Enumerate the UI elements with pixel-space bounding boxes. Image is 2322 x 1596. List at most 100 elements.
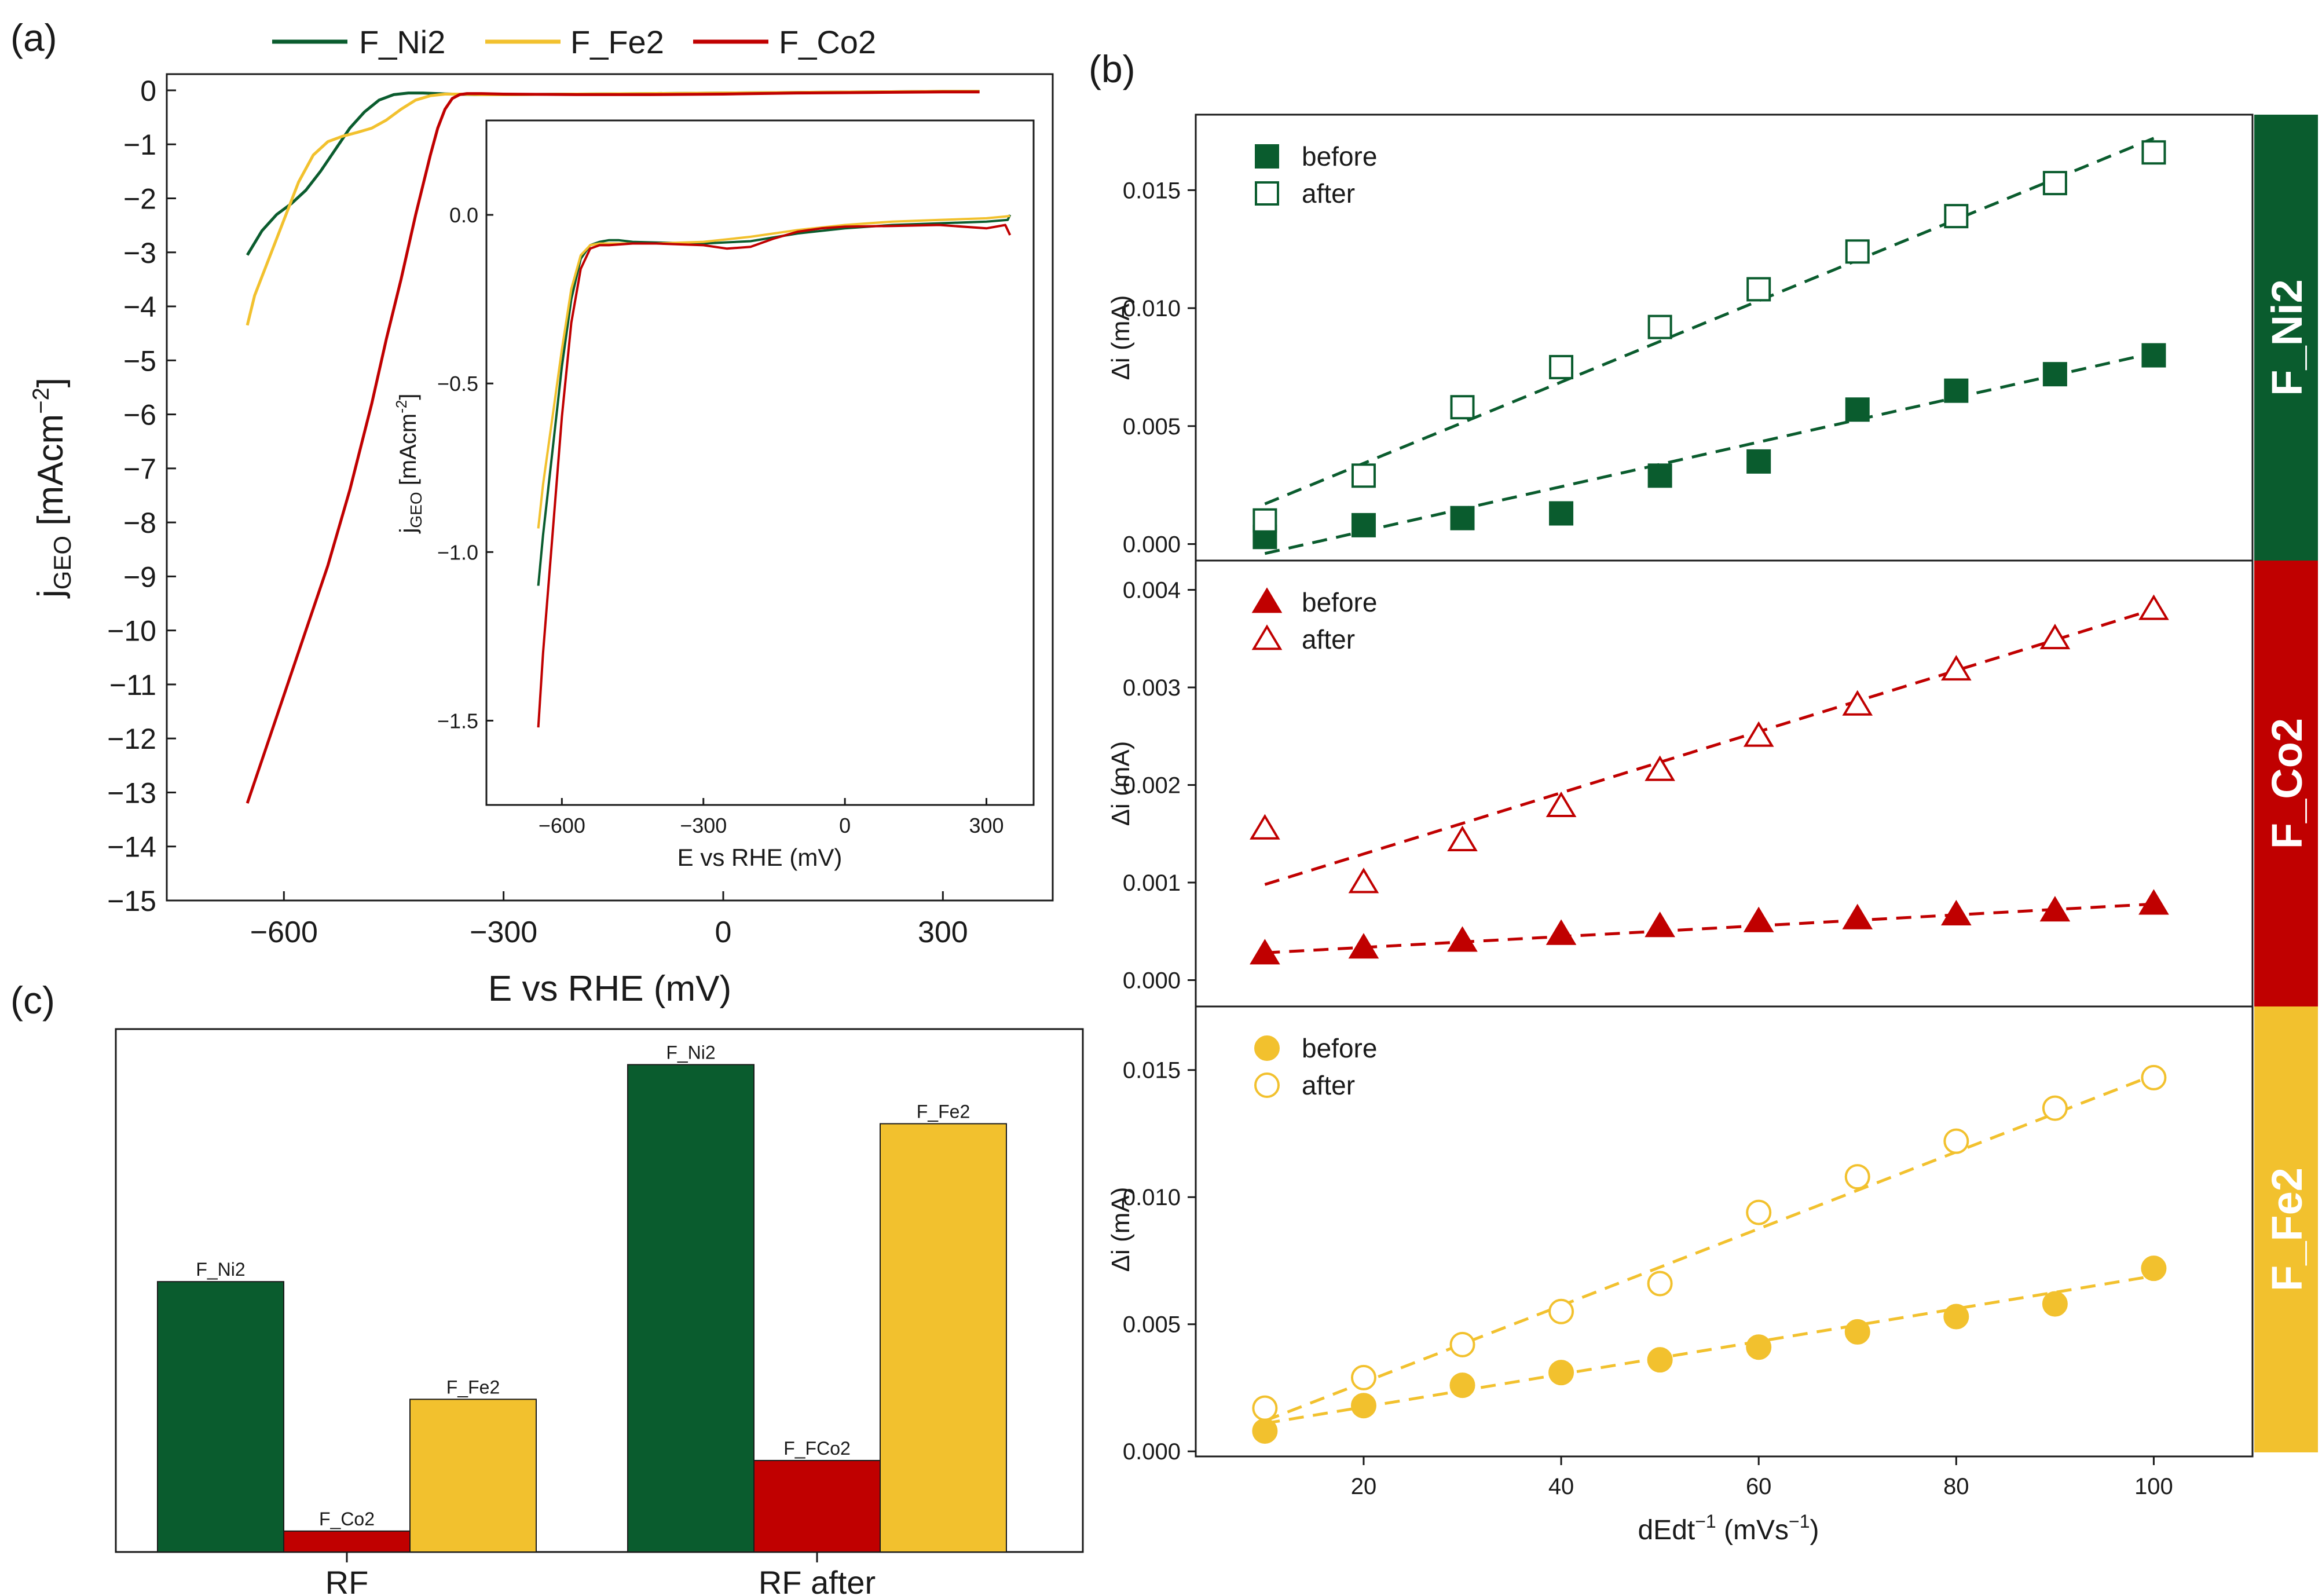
x-tick-label: −600 bbox=[250, 916, 318, 949]
bar-F_Fe2-RF-after bbox=[880, 1123, 1007, 1553]
point-F_Fe2-before bbox=[1548, 1360, 1574, 1386]
y-tick-label: −13 bbox=[107, 777, 156, 809]
fit-line-before bbox=[1264, 1274, 2154, 1425]
y-tick-label: −3 bbox=[123, 237, 156, 269]
legend-label-after: after bbox=[1302, 1070, 1355, 1100]
y-axis-title-F_Ni2: Δi (mA) bbox=[1107, 295, 1135, 380]
point-F_Ni2-before bbox=[1944, 378, 1969, 403]
point-F_Ni2-after bbox=[1252, 508, 1277, 533]
y-tick-label: 0.003 bbox=[1123, 675, 1181, 701]
x-tick-label: 0 bbox=[715, 916, 732, 949]
point-F_Fe2-after bbox=[1449, 1331, 1475, 1357]
inset-y-tick-label: −1.0 bbox=[437, 540, 478, 564]
point-F_Co2-before bbox=[1348, 933, 1379, 959]
panel-b-capacitance-plots: F_Ni2 F_Co2 F_Fe2 0.000 0.005 0.010 0.015 be… bbox=[1107, 114, 2318, 1546]
point-F_Fe2-before bbox=[1844, 1319, 1870, 1345]
strip-label-F_Co2: F_Co2 bbox=[2263, 718, 2311, 849]
legend-label-F_Fe2: F_Fe2 bbox=[570, 24, 664, 60]
strip-label-F_Ni2: F_Ni2 bbox=[2263, 279, 2311, 396]
bar-F_Co2-RF bbox=[283, 1530, 411, 1553]
point-F_Fe2-after bbox=[1844, 1164, 1870, 1190]
point-F_Co2-after bbox=[1545, 791, 1577, 817]
bar-label: F_Fe2 bbox=[917, 1101, 970, 1122]
point-F_Co2-after bbox=[2138, 594, 2169, 620]
point-F_Fe2-after bbox=[1252, 1395, 1278, 1421]
y-tick-label: 0.005 bbox=[1123, 1312, 1181, 1338]
point-F_Ni2-before bbox=[1549, 501, 1574, 526]
point-F_Ni2-after bbox=[1549, 354, 1574, 379]
point-F_Fe2-before bbox=[1350, 1393, 1376, 1419]
x-tick-label: 60 bbox=[1746, 1474, 1772, 1499]
y-tick-label: −4 bbox=[123, 291, 156, 323]
x-tick-label-RF: RF bbox=[325, 1564, 369, 1596]
legend-label-before: before bbox=[1302, 1033, 1377, 1063]
y-tick-label: −12 bbox=[107, 723, 156, 755]
y-tick-label: −2 bbox=[123, 183, 156, 215]
subplot-F_Co2: 0.000 0.001 0.002 0.003 0.004 before after bbox=[1123, 578, 2169, 994]
bar-label: F_Co2 bbox=[319, 1509, 375, 1529]
fit-line-after bbox=[1264, 137, 2155, 506]
panel-c-frame bbox=[115, 1028, 1084, 1553]
panel-label-b: (b) bbox=[1089, 47, 1136, 90]
point-F_Co2-before bbox=[1447, 926, 1478, 952]
inset-x-axis-title: E vs RHE (mV) bbox=[677, 844, 843, 871]
point-F_Co2-before bbox=[1250, 939, 1280, 965]
panel-a-plot-frame bbox=[166, 73, 1054, 902]
y-tick-label: −14 bbox=[107, 831, 156, 863]
point-F_Fe2-before bbox=[1746, 1334, 1772, 1360]
y-tick-label: 0.001 bbox=[1123, 870, 1181, 896]
legend-label-F_Ni2: F_Ni2 bbox=[359, 24, 445, 60]
y-tick-label: 0.000 bbox=[1123, 532, 1181, 557]
panel-a-y-axis: 0 −1 −2 −3 −4 −5 −6 −7 −8 −9 −10 −11 −12 −13 −14 −15 bbox=[107, 75, 176, 917]
bar-label: F_FCo2 bbox=[783, 1438, 851, 1459]
y-tick-label: −15 bbox=[107, 885, 156, 917]
panel-a-y-axis-title: jGEO [mAcm−2] bbox=[28, 378, 76, 599]
legend-marker-after bbox=[1251, 624, 1283, 650]
subplot-F_Fe2: 0.000 0.005 0.010 0.015 before after bbox=[1123, 1033, 2167, 1465]
panel-b-x-axis: 20 40 60 80 100 bbox=[1351, 1456, 2173, 1499]
inset-plot-area bbox=[537, 214, 1012, 728]
point-F_Fe2-before bbox=[1647, 1347, 1673, 1373]
point-F_Ni2-after bbox=[1944, 204, 1969, 229]
inset-y-tick-label: 0.0 bbox=[449, 203, 478, 227]
x-tick-label: 80 bbox=[1943, 1474, 1969, 1499]
fit-line-after bbox=[1264, 607, 2155, 886]
point-F_Ni2-before bbox=[2141, 343, 2166, 368]
y-tick-label: −10 bbox=[107, 615, 156, 647]
point-F_Ni2-before bbox=[2042, 362, 2067, 387]
y-tick-label: −8 bbox=[123, 507, 156, 539]
y-tick-label: −7 bbox=[123, 453, 156, 485]
subplot-F_Ni2: 0.000 0.005 0.010 0.015 before after bbox=[1123, 137, 2166, 557]
fit-line-before bbox=[1265, 902, 2154, 954]
legend-label-F_Co2: F_Co2 bbox=[779, 24, 876, 60]
point-F_Ni2-after bbox=[1845, 239, 1870, 264]
point-F_Ni2-before bbox=[1845, 397, 1870, 422]
point-F_Fe2-after bbox=[1943, 1128, 1969, 1154]
point-F_Co2-before bbox=[1940, 899, 1972, 926]
legend-label-before: before bbox=[1302, 141, 1377, 171]
panel-label-c: (c) bbox=[10, 979, 55, 1022]
x-tick-label: 40 bbox=[1548, 1474, 1574, 1499]
point-F_Fe2-before bbox=[1252, 1418, 1278, 1444]
y-tick-label: 0.000 bbox=[1123, 968, 1181, 994]
inset-x-tick-label: 300 bbox=[969, 814, 1003, 837]
x-tick-label: 20 bbox=[1351, 1474, 1377, 1499]
point-F_Co2-after bbox=[1842, 690, 1873, 716]
inset-y-tick-label: −0.5 bbox=[437, 372, 478, 396]
panel-a-x-axis-title: E vs RHE (mV) bbox=[488, 969, 731, 1009]
y-tick-label: 0.010 bbox=[1123, 1185, 1181, 1210]
fit-line-before bbox=[1264, 352, 2154, 555]
inset-x-axis: −600 −300 0 300 bbox=[539, 798, 1004, 837]
panel-a-plot-area bbox=[246, 90, 980, 804]
point-F_Co2-after bbox=[1940, 654, 1972, 681]
point-F_Ni2-after bbox=[1647, 314, 1672, 339]
point-F_Co2-after bbox=[1447, 825, 1478, 851]
strip-label-F_Fe2: F_Fe2 bbox=[2263, 1167, 2311, 1291]
point-F_Co2-after bbox=[1250, 814, 1280, 840]
legend-marker-after bbox=[1254, 1072, 1280, 1098]
point-F_Ni2-before bbox=[1351, 513, 1376, 537]
panel-a-legend: F_Ni2 F_Fe2 F_Co2 bbox=[272, 24, 876, 60]
point-F_Fe2-before bbox=[1943, 1304, 1969, 1330]
strip-F_Co2 bbox=[2254, 561, 2318, 1006]
